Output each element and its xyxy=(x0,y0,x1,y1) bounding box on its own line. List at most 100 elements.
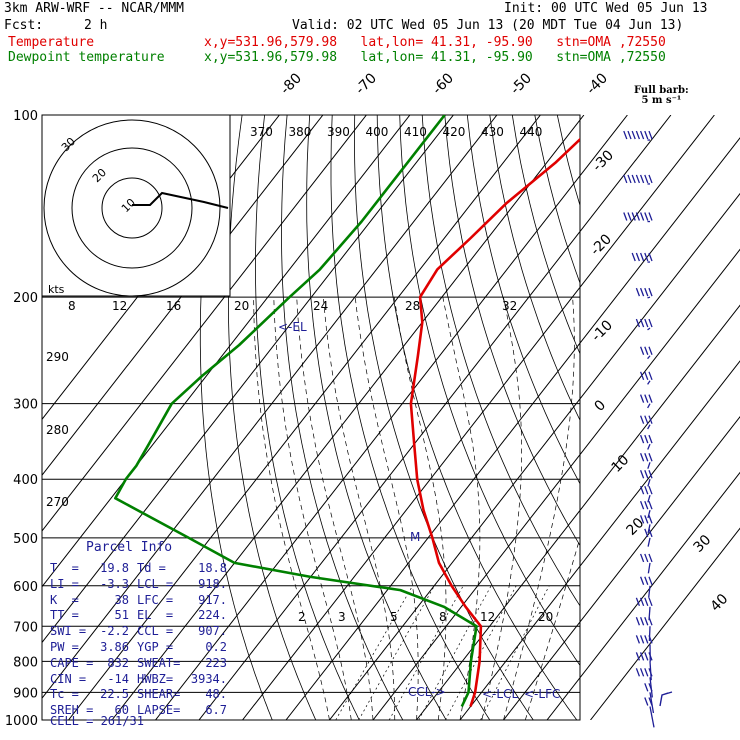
barb-staff xyxy=(647,380,651,385)
barb-feather xyxy=(644,635,649,644)
mixing-ratio-label: 2 xyxy=(298,610,306,624)
parcel-label: LI = xyxy=(50,576,79,591)
pressure-tick-label: 900 xyxy=(13,686,38,701)
m-marker: M xyxy=(410,530,420,544)
barb-feather xyxy=(644,130,649,140)
barb-feather xyxy=(644,470,649,479)
barb-feather xyxy=(635,130,641,140)
mixing-ratio-label: 8 xyxy=(439,610,447,624)
barb-feather xyxy=(635,174,641,184)
barb-feather xyxy=(631,174,636,184)
parcel-value: 0.2 xyxy=(205,639,227,654)
dewpoint-line xyxy=(114,115,478,708)
temperature-location: x,y=531.96,579.98 lat,lon= 41.31, -95.90… xyxy=(204,35,666,50)
theta-label: 400 xyxy=(366,125,389,139)
theta-label-left: 270 xyxy=(46,495,69,509)
wind-barb xyxy=(635,318,653,331)
barb-feather xyxy=(639,287,645,297)
isotherm xyxy=(42,115,454,644)
wind-barb xyxy=(639,394,653,409)
parcel-row: K = 38 LFC = 917. xyxy=(50,593,227,609)
isotherm xyxy=(329,192,740,720)
parcel-row: SWI = -2.2 CCL = 907. xyxy=(50,624,227,640)
barb-feather xyxy=(639,470,645,479)
barb-staff xyxy=(647,562,651,574)
isotherm xyxy=(546,471,740,720)
pressure-tick-label: 1000 xyxy=(5,714,38,729)
barb-staff xyxy=(647,296,651,299)
barb-feather xyxy=(648,470,653,479)
wind-barb xyxy=(635,287,653,299)
parcel-value: 38 xyxy=(114,592,129,607)
parcel-value: 907. xyxy=(198,624,227,639)
hodograph-ring xyxy=(71,147,193,269)
isotherm-label: -80 xyxy=(278,70,305,97)
isobar-lines xyxy=(41,114,581,721)
barb-staff xyxy=(647,537,651,547)
parcel-row: CIN = -14 HWBZ= 3934. xyxy=(50,672,227,688)
parcel-value: 22.5 xyxy=(100,687,129,702)
pressure-tick-label: 400 xyxy=(13,473,38,488)
barb-feather xyxy=(644,697,649,706)
barb-feather xyxy=(648,287,653,297)
barb-feather xyxy=(648,500,653,510)
parcel-value: -3.3 xyxy=(100,576,129,591)
mixing-ratio-line xyxy=(335,585,413,720)
parcel-label: YGP = xyxy=(137,639,174,654)
barb-legend-line2: 5 m s⁻¹ xyxy=(641,95,682,106)
mixing-ratio-label: 32 xyxy=(502,299,517,313)
wind-barb xyxy=(623,130,653,141)
wind-barb xyxy=(639,453,653,469)
barb-feather xyxy=(644,500,649,510)
barb-feather xyxy=(648,528,653,538)
barb-feather xyxy=(648,597,653,607)
barb-staff xyxy=(647,494,651,503)
barb-feather xyxy=(639,130,645,140)
barb-feather xyxy=(648,130,653,140)
parcel-value: 6.7 xyxy=(205,703,227,718)
parcel-label: LCL = xyxy=(137,576,174,591)
dry-adiabat xyxy=(421,115,580,607)
parcel-value: 832 xyxy=(107,655,129,670)
barb-feather xyxy=(644,174,649,184)
dry-adiabat xyxy=(376,115,578,720)
wind-barb xyxy=(639,485,653,503)
barb-feather xyxy=(644,453,649,462)
mixing-ratio-label: 20 xyxy=(234,299,249,313)
barb-feather xyxy=(644,683,649,692)
barb-feather xyxy=(648,174,653,184)
parcel-row: T = 19.8 Td = 18.8 xyxy=(50,561,227,577)
barb-feather xyxy=(639,553,645,563)
barb-feather xyxy=(639,617,645,626)
dry-adiabat xyxy=(281,115,404,720)
parcel-value: 19.8 xyxy=(100,561,129,575)
parcel-label: LAPSE= xyxy=(137,703,181,718)
moist-adiabat xyxy=(524,536,580,720)
temperature-legend: Temperature xyxy=(8,35,95,50)
wind-barb xyxy=(644,683,655,714)
pressure-tick-label: 700 xyxy=(13,620,38,635)
isotherm-label: 0 xyxy=(592,397,610,415)
isotherm xyxy=(459,360,740,720)
mixing-ratio-label: 8 xyxy=(68,299,76,313)
barb-feather xyxy=(639,576,645,586)
parcel-row: LI = -3.3 LCL = 918. xyxy=(50,577,227,593)
ccl-label: CCL-> xyxy=(408,685,446,699)
lfc-label: <-LFC xyxy=(524,687,560,701)
barb-feather xyxy=(648,485,653,495)
dry-adiabat xyxy=(602,115,740,733)
isotherm xyxy=(42,115,367,532)
forecast-label: Fcst: xyxy=(4,18,44,33)
dry-adiabat xyxy=(466,115,580,485)
isotherm xyxy=(42,115,324,476)
barb-feather xyxy=(644,553,649,563)
isotherm xyxy=(372,248,740,720)
parcel-row: TT = 51 EL = 224. xyxy=(50,608,227,624)
pressure-tick-label: 200 xyxy=(13,291,38,306)
isotherm xyxy=(68,115,541,720)
barb-feather xyxy=(639,485,645,495)
parcel-label: Td = xyxy=(137,561,166,575)
isotherm-label: 10 xyxy=(609,452,633,476)
init-time: Init: 00 UTC Wed 05 Jun 13 xyxy=(504,1,708,16)
isotherm-label: -40 xyxy=(584,70,611,97)
